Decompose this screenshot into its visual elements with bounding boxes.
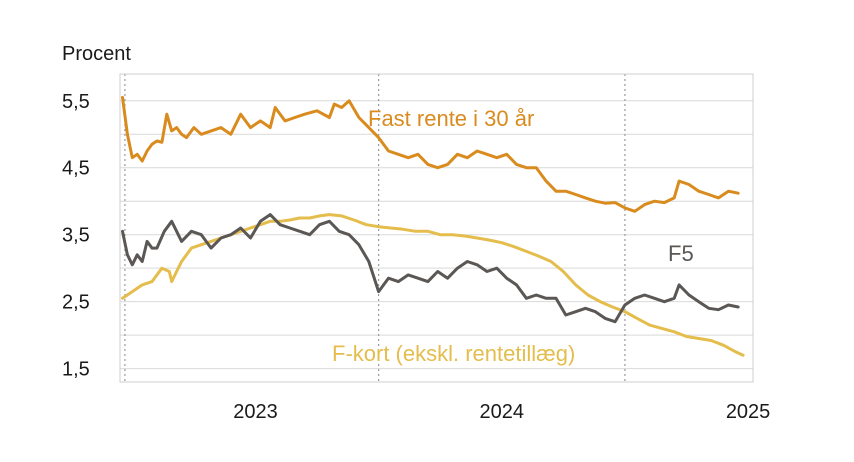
y-tick-label-2: 3,5 [62,225,90,247]
x-tick-label-1: 2024 [480,401,525,423]
y-axis-title: Procent [62,43,131,65]
x-axis-ticks: 2023 2024 2025 [233,401,770,423]
series-lines [121,95,745,357]
y-tick-label-0: 1,5 [62,359,90,381]
x-tick-label-2: 2025 [726,401,771,423]
series-label-fast-rente: Fast rente i 30 år [368,106,534,131]
series-line-1 [121,213,740,324]
y-tick-label-4: 5,5 [62,91,90,113]
x-tick-label-0: 2023 [233,401,278,423]
plot-frame [119,73,754,383]
series-line-2 [121,213,745,357]
y-axis-ticks: 1,5 2,5 3,5 4,5 5,5 [62,91,90,381]
series-label-f-kort: F-kort (ekskl. rentetillæg) [332,341,575,366]
y-tick-label-3: 4,5 [62,158,90,180]
series-line-0 [121,95,740,213]
series-label-f5: F5 [668,241,694,266]
y-tick-label-1: 2,5 [62,292,90,314]
